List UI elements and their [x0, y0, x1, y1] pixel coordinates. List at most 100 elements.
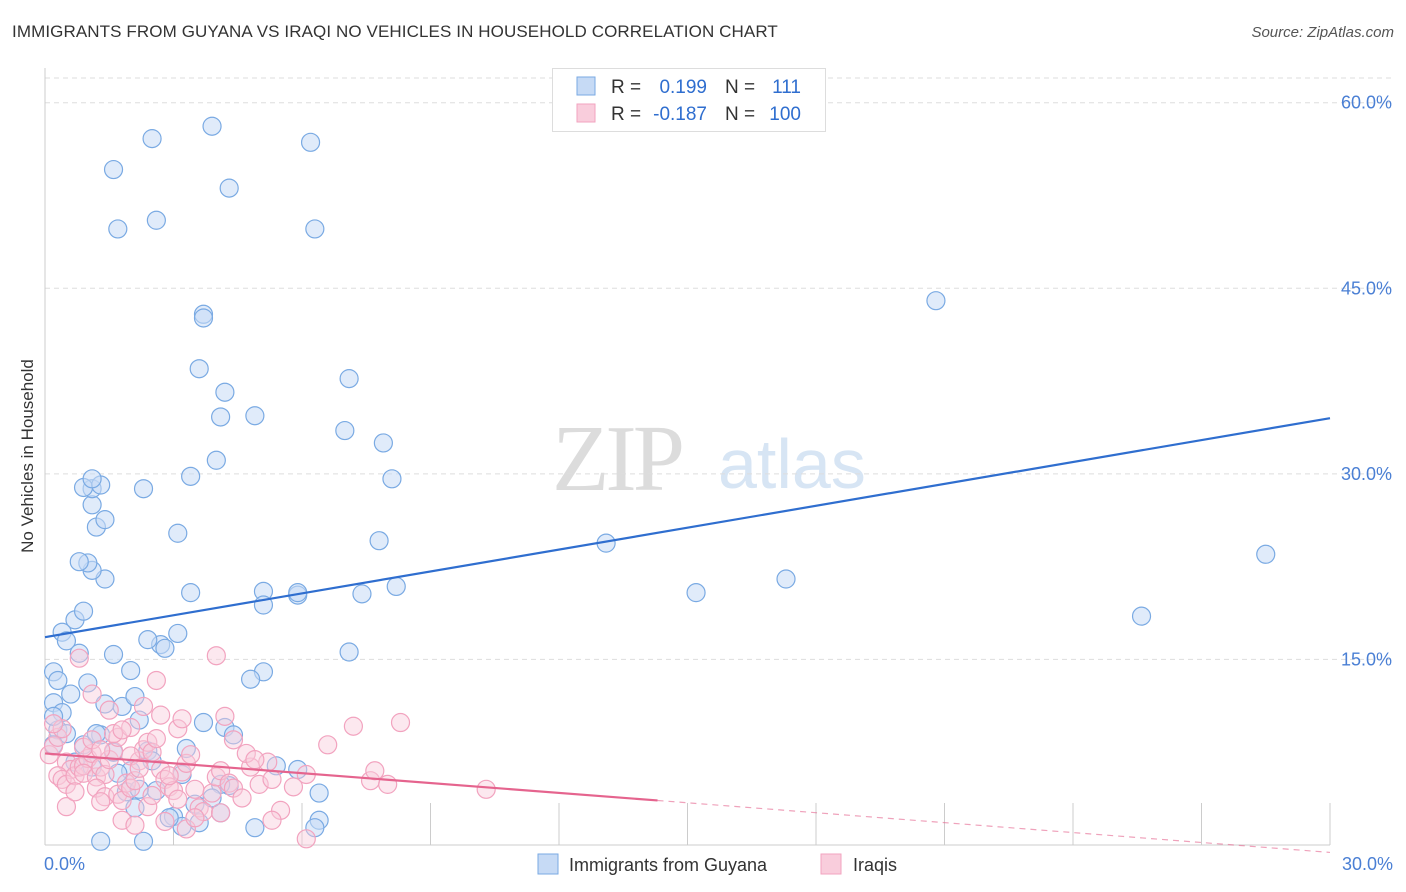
guyana-point — [1256, 544, 1276, 564]
guyana-trendline — [44, 417, 1331, 639]
y-tick-label: 60.0% — [1341, 93, 1392, 113]
guyana-point — [352, 584, 372, 604]
iraqis-point — [181, 745, 201, 765]
watermark-zip: ZIP — [552, 407, 682, 511]
x-tick-label: 0.0% — [44, 854, 85, 874]
iraqis-point — [159, 766, 179, 786]
iraqis-point — [146, 670, 166, 691]
guyana-point — [339, 369, 359, 389]
stats-legend: R = 0.199 N = 111 R = -0.187 N = 100 — [552, 68, 826, 132]
iraqis-point — [65, 782, 85, 802]
guyana-point — [193, 308, 214, 328]
guyana-point — [133, 479, 154, 499]
guyana-point — [108, 219, 128, 239]
guyana-point — [245, 818, 265, 838]
guyana-point — [155, 638, 175, 658]
iraqis-point — [112, 720, 132, 740]
y-tick-label: 15.0% — [1341, 649, 1392, 669]
guyana-point — [686, 583, 706, 603]
guyana-point — [215, 382, 235, 402]
guyana-point — [121, 660, 141, 681]
guyana-point — [82, 469, 102, 489]
guyana-point — [69, 643, 89, 663]
iraqis-point — [296, 829, 316, 849]
guyana-point — [1131, 606, 1152, 626]
guyana-point — [211, 407, 231, 427]
iraqis-point — [206, 646, 226, 666]
iraqis-point — [155, 811, 175, 832]
iraqis-point — [249, 774, 269, 794]
guyana-point — [61, 684, 81, 704]
legend-r-value-guyana: 0.199 — [659, 77, 707, 98]
iraqis-point — [343, 716, 363, 736]
legend-r-label-iraqis: R = — [611, 104, 641, 125]
legend-n-label-guyana: N = — [725, 77, 755, 98]
watermark: ZIP atlas — [552, 407, 866, 511]
guyana-point — [103, 159, 124, 180]
y-axis-label: No Vehicles in Household — [18, 359, 37, 553]
iraqis-point — [142, 785, 162, 806]
guyana-point — [926, 291, 946, 311]
series-legend: Immigrants from Guyana Iraqis — [0, 852, 1406, 878]
iraqis-point — [56, 797, 77, 817]
y-tick-label: 30.0% — [1341, 464, 1392, 484]
guyana-point — [300, 132, 321, 152]
iraqis-point — [73, 763, 94, 783]
iraqis-point — [146, 729, 166, 749]
iraqis-point — [125, 771, 145, 791]
iraqis-trendline-extension — [657, 799, 1331, 854]
guyana-point — [339, 642, 359, 662]
iraqis-point — [168, 789, 188, 809]
guyana-point — [335, 420, 355, 441]
guyana-point — [181, 466, 201, 486]
guyana-point — [69, 552, 89, 572]
guyana-point — [386, 576, 406, 597]
iraqis-point — [202, 783, 222, 803]
iraqis-point — [262, 810, 282, 830]
iraqis-point — [163, 780, 184, 801]
iraqis-point — [245, 750, 265, 770]
bottom-legend-swatch-guyana — [537, 853, 559, 875]
y-tick-label: 45.0% — [1341, 278, 1392, 298]
x-tick-label: 30.0% — [1342, 854, 1393, 874]
iraqis-point — [172, 709, 192, 729]
guyana-point — [382, 469, 402, 489]
legend-n-label-iraqis: N = — [725, 104, 755, 125]
iraqis-point — [95, 764, 115, 785]
guyana-point — [373, 433, 393, 453]
guyana-point — [369, 531, 389, 551]
guyana-point — [241, 669, 261, 689]
guyana-point — [206, 450, 226, 470]
guyana-point — [202, 788, 222, 808]
iraqis-point — [99, 700, 119, 720]
guyana-point — [95, 510, 115, 530]
watermark-atlas: atlas — [718, 425, 866, 503]
guyana-point — [309, 783, 329, 803]
iraqis-point — [69, 648, 89, 668]
guyana-point — [91, 831, 111, 851]
legend-n-value-iraqis: 100 — [769, 104, 801, 125]
source-label: Source: ZipAtlas.com — [1251, 24, 1394, 41]
iraqis-point — [91, 792, 111, 812]
iraqis-point — [283, 777, 304, 797]
guyana-point — [78, 673, 98, 693]
guyana-point — [138, 630, 158, 650]
iraqis-point — [390, 712, 411, 733]
iraqis-point — [232, 788, 252, 808]
iraqis-trendline — [44, 752, 658, 802]
bottom-legend-label-iraqis: Iraqis — [853, 855, 897, 875]
guyana-point — [305, 219, 325, 239]
guyana-point — [219, 178, 239, 198]
guyana-point — [168, 623, 188, 644]
iraqis-point — [151, 705, 171, 725]
guyana-point — [103, 644, 124, 665]
guyana-point — [73, 601, 94, 621]
iraqis-point — [43, 714, 64, 734]
guyana-point — [48, 670, 68, 691]
guyana-point — [181, 583, 201, 603]
guyana-point — [82, 495, 102, 515]
guyana-point — [146, 210, 166, 230]
iraqis-point — [91, 740, 111, 760]
legend-n-value-guyana: 111 — [772, 77, 801, 98]
